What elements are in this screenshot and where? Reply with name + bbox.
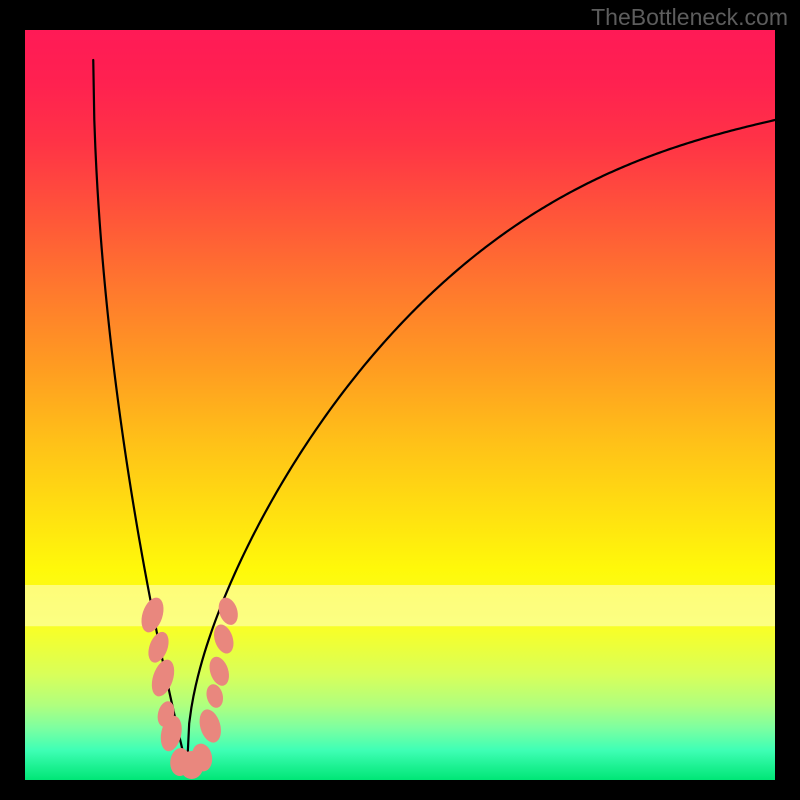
watermark-text: TheBottleneck.com — [591, 4, 788, 31]
highlight-band — [25, 585, 775, 626]
bottleneck-chart — [0, 0, 800, 800]
chart-stage: TheBottleneck.com — [0, 0, 800, 800]
gradient-background — [25, 30, 775, 780]
